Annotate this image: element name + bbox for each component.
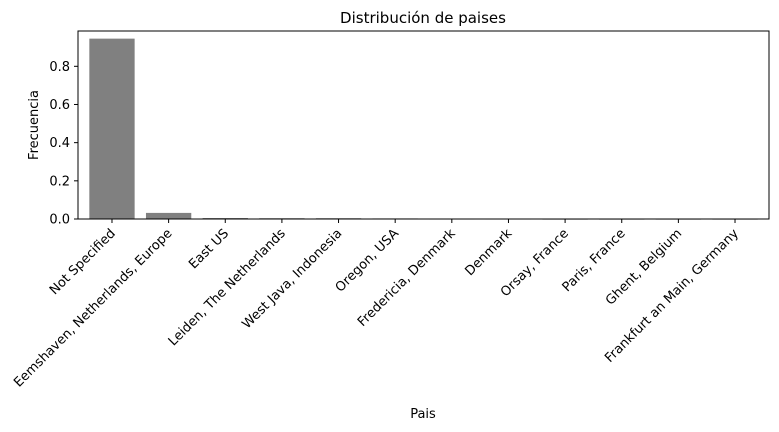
- plot-frame: [77, 30, 770, 220]
- bar-1: [89, 38, 135, 219]
- chart-title: Distribución de paises: [340, 9, 506, 27]
- x-tick-label: West Java, Indonesia: [240, 226, 346, 332]
- y-tick-label: 0.8: [49, 60, 70, 75]
- y-axis: 0.0 0.2 0.4 0.6 0.8: [49, 60, 78, 228]
- x-tick-label: Leiden, The Netherlands: [166, 226, 289, 349]
- bar-2: [145, 212, 192, 219]
- y-tick-label: 0.0: [49, 213, 70, 228]
- y-tick-label: 0.2: [49, 174, 70, 189]
- x-tick-label: Denmark: [462, 226, 515, 279]
- y-tick-label: 0.6: [49, 98, 70, 113]
- y-axis-label: Frecuencia: [27, 90, 42, 160]
- bars-group: [89, 38, 758, 220]
- x-tick-label: Fredericia, Denmark: [355, 226, 459, 330]
- x-tick-label: East US: [186, 226, 232, 272]
- x-axis-label: Pais: [410, 407, 436, 422]
- y-tick-label: 0.4: [49, 136, 70, 151]
